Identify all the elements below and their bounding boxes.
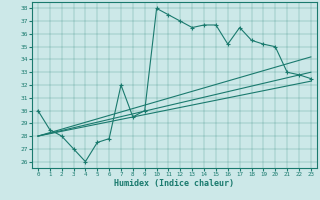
X-axis label: Humidex (Indice chaleur): Humidex (Indice chaleur) (115, 179, 234, 188)
